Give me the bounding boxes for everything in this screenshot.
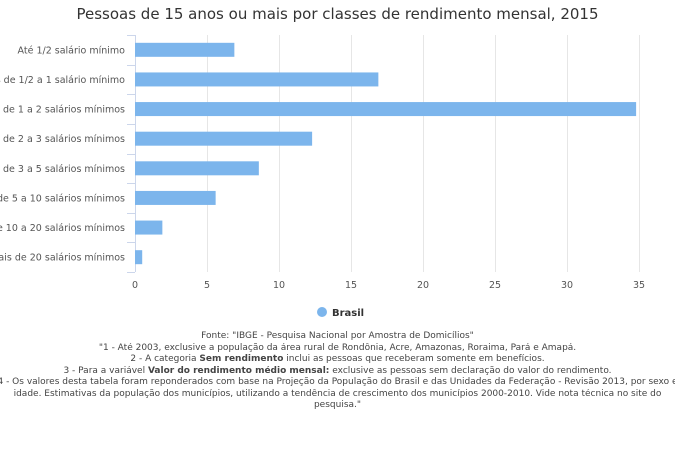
legend-label: Brasil bbox=[332, 308, 364, 319]
bar-5 bbox=[135, 190, 216, 205]
x-tick-label-6: 30 bbox=[561, 280, 573, 291]
x-tick-label-5: 25 bbox=[489, 280, 501, 291]
footnote-4-line-3: pesquisa." bbox=[313, 400, 362, 410]
category-label-2: Mais de 1 a 2 salários mínimos bbox=[0, 105, 125, 116]
footnotes: Fonte: "IBGE - Pesquisa Nacional por Amo… bbox=[0, 331, 675, 412]
source-note: Fonte: "IBGE - Pesquisa Nacional por Amo… bbox=[201, 331, 474, 341]
bar-7 bbox=[135, 250, 143, 265]
x-tick-label-1: 5 bbox=[204, 280, 210, 291]
bar-2 bbox=[135, 102, 637, 117]
bar-4 bbox=[135, 161, 259, 176]
x-tick-label-7: 35 bbox=[633, 280, 645, 291]
category-label-5: Mais de 5 a 10 salários mínimos bbox=[0, 193, 125, 204]
category-label-1: Mais de 1/2 a 1 salário mínimo bbox=[0, 75, 125, 86]
category-label-7: Mais de 20 salários mínimos bbox=[0, 253, 125, 264]
x-tick-label-2: 10 bbox=[273, 280, 285, 291]
category-label-3: Mais de 2 a 3 salários mínimos bbox=[0, 134, 125, 145]
legend-marker-icon bbox=[317, 307, 327, 317]
category-label-6: Mais de 10 a 20 salários mínimos bbox=[0, 223, 125, 234]
category-label-4: Mais de 3 a 5 salários mínimos bbox=[0, 164, 125, 175]
bar-chart: Até 1/2 salário mínimo Mais de 1/2 a 1 sa… bbox=[0, 35, 645, 319]
bar-6 bbox=[135, 220, 163, 235]
footnote-3: 3 - Para a variável Valor do rendimento … bbox=[63, 365, 612, 376]
x-tick-label-0: 0 bbox=[132, 280, 138, 291]
bar-3 bbox=[135, 131, 313, 146]
chart-title: Pessoas de 15 anos ou mais por classes d… bbox=[76, 5, 599, 23]
category-label-0: Até 1/2 salário mínimo bbox=[18, 45, 126, 56]
bar-0 bbox=[135, 42, 235, 57]
x-tick-label-4: 20 bbox=[417, 280, 429, 291]
footnote-2: 2 - A categoria Sem rendimento inclui as… bbox=[130, 354, 545, 364]
footnote-4-line-2: idade. Estimativas da população dos muni… bbox=[13, 388, 662, 399]
footnote-4-line-1: 4 - Os valores desta tabela foram repond… bbox=[0, 377, 675, 387]
footnote-1: "1 - Até 2003, exclusive a população da … bbox=[98, 342, 577, 353]
bar-1 bbox=[135, 72, 379, 87]
x-tick-label-3: 15 bbox=[345, 280, 357, 291]
